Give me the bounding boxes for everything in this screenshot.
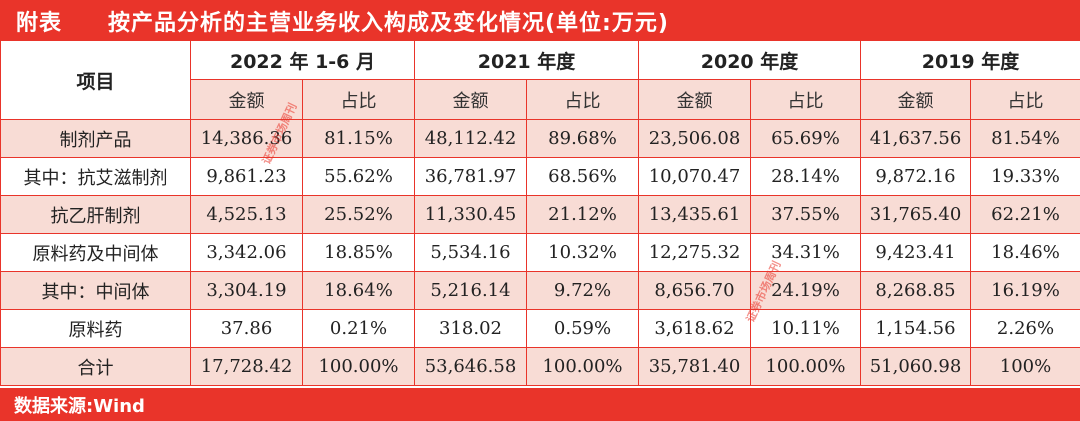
cell-share: 16.19% (970, 271, 1080, 310)
cell-share: 9.72% (526, 271, 639, 310)
cell-share: 10.11% (750, 309, 861, 348)
cell-amount: 5,534.16 (414, 233, 527, 272)
source-text: 数据来源:Wind (14, 396, 145, 417)
cell-share: 68.56% (526, 157, 639, 196)
cell-share: 10.32% (526, 233, 639, 272)
cell-share: 100.00% (750, 347, 861, 386)
cell-amount: 31,765.40 (860, 195, 971, 234)
column-header-period: 2022 年 1-6 月 (190, 40, 415, 80)
cell-share: 55.62% (302, 157, 415, 196)
cell-share: 100% (970, 347, 1080, 386)
cell-share: 24.19% (750, 271, 861, 310)
cell-share: 100.00% (526, 347, 639, 386)
cell-share: 25.52% (302, 195, 415, 234)
cell-share: 0.59% (526, 309, 639, 348)
column-header-amount: 金额 (190, 79, 303, 120)
cell-amount: 41,637.56 (860, 119, 971, 158)
cell-amount: 9,423.41 (860, 233, 971, 272)
column-header-share: 占比 (526, 79, 639, 120)
cell-share: 62.21% (970, 195, 1080, 234)
column-header-share: 占比 (970, 79, 1080, 120)
cell-share: 18.64% (302, 271, 415, 310)
table-row: 原料药 37.86 0.21% 318.02 0.59% 3,618.62 10… (0, 309, 1080, 348)
cell-share: 34.31% (750, 233, 861, 272)
cell-share: 100.00% (302, 347, 415, 386)
column-header-share: 占比 (750, 79, 861, 120)
column-header-period: 2020 年度 (638, 40, 861, 80)
cell-amount: 3,304.19 (190, 271, 303, 310)
cell-amount: 10,070.47 (638, 157, 751, 196)
row-label: 合计 (0, 347, 191, 386)
table-title: 按产品分析的主营业务收入构成及变化情况(单位:万元) (108, 11, 669, 36)
table-row: 抗乙肝制剂 4,525.13 25.52% 11,330.45 21.12% 1… (0, 195, 1080, 234)
row-label: 抗乙肝制剂 (0, 195, 191, 234)
cell-share: 19.33% (970, 157, 1080, 196)
table-label: 附表 (16, 11, 63, 36)
column-header-amount: 金额 (414, 79, 527, 120)
row-label: 原料药及中间体 (0, 233, 191, 272)
column-header-item: 项目 (0, 40, 191, 120)
table-row: 制剂产品 14,386.36 81.15% 48,112.42 89.68% 2… (0, 119, 1080, 158)
cell-amount: 36,781.97 (414, 157, 527, 196)
table-row: 其中：中间体 3,304.19 18.64% 5,216.14 9.72% 8,… (0, 271, 1080, 310)
cell-amount: 23,506.08 (638, 119, 751, 158)
cell-amount: 17,728.42 (190, 347, 303, 386)
source-footer: 数据来源:Wind (0, 388, 1080, 421)
revenue-table: 项目 2022 年 1-6 月 2021 年度 2020 年度 2019 年度 … (0, 40, 1080, 386)
cell-amount: 3,618.62 (638, 309, 751, 348)
cell-amount: 48,112.42 (414, 119, 527, 158)
header-row-periods: 项目 2022 年 1-6 月 2021 年度 2020 年度 2019 年度 (0, 40, 1080, 120)
cell-share: 28.14% (750, 157, 861, 196)
cell-share: 37.55% (750, 195, 861, 234)
row-label: 其中：中间体 (0, 271, 191, 310)
row-label: 其中：抗艾滋制剂 (0, 157, 191, 196)
cell-amount: 9,861.23 (190, 157, 303, 196)
cell-amount: 51,060.98 (860, 347, 971, 386)
cell-amount: 3,342.06 (190, 233, 303, 272)
cell-amount: 14,386.36 (190, 119, 303, 158)
column-header-amount: 金额 (638, 79, 751, 120)
row-label: 制剂产品 (0, 119, 191, 158)
cell-share: 18.85% (302, 233, 415, 272)
table-row-total: 合计 17,728.42 100.00% 53,646.58 100.00% 3… (0, 347, 1080, 386)
cell-amount: 8,268.85 (860, 271, 971, 310)
cell-amount: 37.86 (190, 309, 303, 348)
column-header-period: 2021 年度 (414, 40, 639, 80)
cell-share: 18.46% (970, 233, 1080, 272)
cell-amount: 9,872.16 (860, 157, 971, 196)
cell-amount: 53,646.58 (414, 347, 527, 386)
cell-amount: 4,525.13 (190, 195, 303, 234)
cell-share: 65.69% (750, 119, 861, 158)
cell-share: 21.12% (526, 195, 639, 234)
header-row-metrics: 金额 占比 金额 占比 金额 占比 金额 占比 (1, 79, 1080, 120)
cell-share: 81.54% (970, 119, 1080, 158)
cell-amount: 1,154.56 (860, 309, 971, 348)
cell-amount: 11,330.45 (414, 195, 527, 234)
cell-share: 2.26% (970, 309, 1080, 348)
table-row: 其中：抗艾滋制剂 9,861.23 55.62% 36,781.97 68.56… (0, 157, 1080, 196)
cell-share: 81.15% (302, 119, 415, 158)
cell-amount: 318.02 (414, 309, 527, 348)
column-header-amount: 金额 (860, 79, 971, 120)
row-label: 原料药 (0, 309, 191, 348)
column-header-period: 2019 年度 (860, 40, 1080, 80)
cell-amount: 35,781.40 (638, 347, 751, 386)
cell-amount: 13,435.61 (638, 195, 751, 234)
column-header-share: 占比 (302, 79, 415, 120)
table-title-bar: 附表 按产品分析的主营业务收入构成及变化情况(单位:万元) (0, 0, 1080, 40)
cell-share: 0.21% (302, 309, 415, 348)
cell-amount: 8,656.70 (638, 271, 751, 310)
cell-share: 89.68% (526, 119, 639, 158)
cell-amount: 5,216.14 (414, 271, 527, 310)
table-row: 原料药及中间体 3,342.06 18.85% 5,534.16 10.32% … (0, 233, 1080, 272)
cell-amount: 12,275.32 (638, 233, 751, 272)
